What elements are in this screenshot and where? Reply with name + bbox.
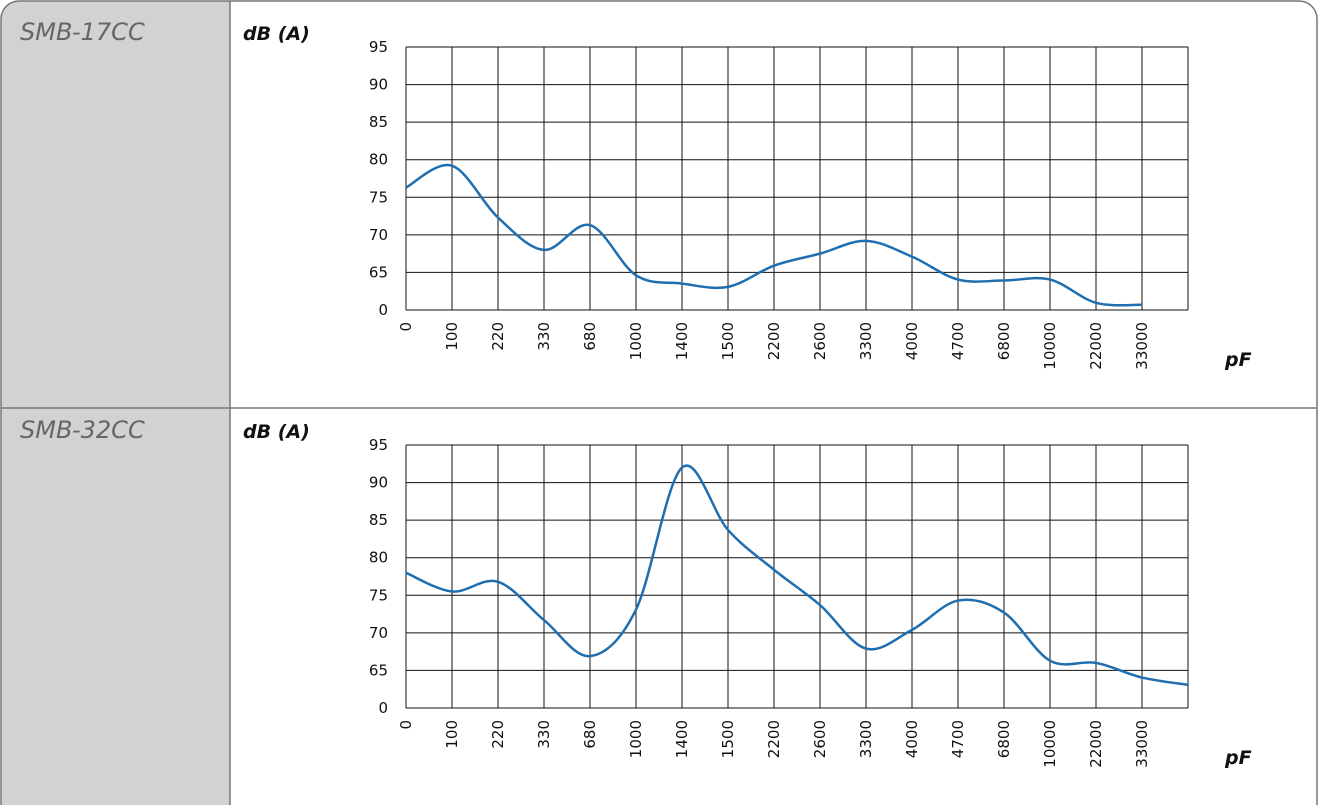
y-tick-label: 90 — [369, 474, 388, 492]
y-tick-label: 90 — [369, 76, 388, 94]
y-tick-label: 80 — [369, 549, 388, 567]
x-tick-label: 33000 — [1133, 720, 1151, 768]
y-tick-label: 95 — [369, 436, 388, 454]
side-column — [1, 1, 230, 805]
x-tick-label: 4000 — [903, 720, 921, 758]
x-tick-label: 2600 — [811, 720, 829, 758]
x-tick-label: 680 — [581, 322, 599, 351]
series-line — [405, 163, 1143, 307]
x-tick-label: 0 — [397, 720, 415, 730]
x-tick-label: 100 — [443, 720, 461, 749]
x-tick-label: 3300 — [857, 322, 875, 360]
x-tick-label: 4000 — [903, 322, 921, 360]
x-tick-label: 6800 — [995, 322, 1013, 360]
y-tick-label: 75 — [369, 586, 388, 604]
x-tick-label: 2200 — [765, 322, 783, 360]
x-tick-label: 680 — [581, 720, 599, 749]
y-tick-label: 75 — [369, 188, 388, 206]
series-line — [405, 464, 1189, 687]
x-tick-label: 33000 — [1133, 322, 1151, 370]
x-tick-label: 1400 — [673, 720, 691, 758]
x-tick-label: 220 — [489, 720, 507, 749]
y-tick-label: 85 — [369, 113, 388, 131]
x-tick-label: 22000 — [1087, 322, 1105, 370]
x-tick-label: 3300 — [857, 720, 875, 758]
x-tick-label: 1400 — [673, 322, 691, 360]
x-tick-label: 10000 — [1041, 720, 1059, 768]
y-tick-label: 65 — [369, 263, 388, 281]
y-axis-title: dB (A) — [243, 23, 310, 45]
y-tick-label: 0 — [378, 301, 388, 319]
x-tick-label: 1000 — [627, 720, 645, 758]
x-tick-label: 330 — [535, 322, 553, 351]
y-tick-label: 80 — [369, 151, 388, 169]
y-axis-title: dB (A) — [243, 421, 310, 443]
x-tick-label: 0 — [397, 322, 415, 332]
x-tick-label: 2600 — [811, 322, 829, 360]
x-tick-label: 330 — [535, 720, 553, 749]
x-tick-label: 22000 — [1087, 720, 1105, 768]
x-tick-label: 4700 — [949, 322, 967, 360]
x-axis-title: pF — [1224, 747, 1252, 769]
y-tick-label: 0 — [378, 699, 388, 717]
x-tick-label: 2200 — [765, 720, 783, 758]
x-tick-label: 1500 — [719, 720, 737, 758]
x-axis-title: pF — [1224, 349, 1252, 371]
x-tick-label: 4700 — [949, 720, 967, 758]
y-tick-label: 85 — [369, 511, 388, 529]
row-title: SMB-32CC — [20, 416, 145, 444]
x-tick-label: 220 — [489, 322, 507, 351]
x-tick-label: 1500 — [719, 322, 737, 360]
row-title: SMB-17CC — [20, 18, 145, 46]
x-tick-label: 100 — [443, 322, 461, 351]
y-tick-label: 95 — [369, 38, 388, 56]
x-tick-label: 10000 — [1041, 322, 1059, 370]
y-tick-label: 70 — [369, 226, 388, 244]
x-tick-label: 6800 — [995, 720, 1013, 758]
y-tick-label: 65 — [369, 661, 388, 679]
y-tick-label: 70 — [369, 624, 388, 642]
x-tick-label: 1000 — [627, 322, 645, 360]
